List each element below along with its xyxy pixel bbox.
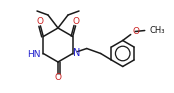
Text: O: O (72, 17, 79, 26)
Text: O: O (132, 27, 139, 36)
Text: HN: HN (27, 50, 40, 59)
Text: N: N (73, 48, 80, 57)
Text: CH₃: CH₃ (150, 26, 165, 35)
Text: O: O (54, 73, 61, 82)
Text: O: O (36, 17, 44, 26)
